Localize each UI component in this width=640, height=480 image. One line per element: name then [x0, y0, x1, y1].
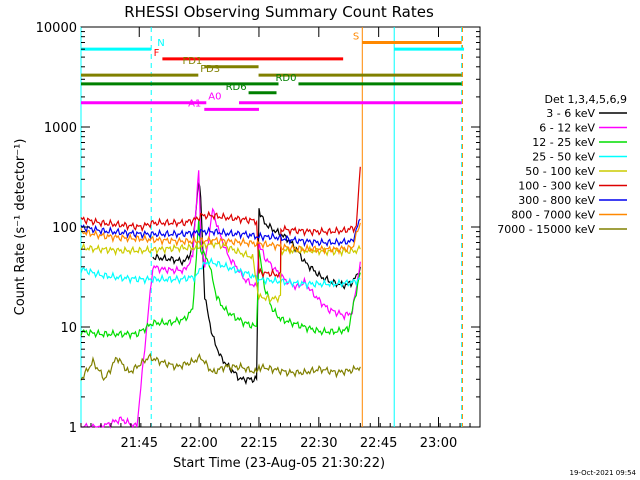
- y-axis: 1 10 100 1000 10000: [36, 21, 480, 436]
- y-axis-label: Count Rate (s⁻¹ detector⁻¹): [13, 139, 28, 316]
- legend-label: 6 - 12 keV: [539, 122, 595, 135]
- series-line: [152, 182, 361, 386]
- x-tick-label: 22:30: [300, 436, 337, 451]
- series-line: [80, 352, 361, 382]
- flag-label: RD0: [275, 73, 296, 84]
- legend-label: 25 - 50 keV: [532, 151, 595, 164]
- series-line: [80, 222, 361, 256]
- series-line: [80, 218, 361, 248]
- legend-label: 7000 - 15000 keV: [497, 223, 595, 236]
- legend-label: 300 - 800 keV: [518, 194, 595, 207]
- flag-label: S: [353, 31, 359, 42]
- y-tick-label: 1000: [44, 121, 77, 136]
- flag-label: RD6: [226, 82, 247, 93]
- flag-label: F: [154, 48, 160, 59]
- series-lines: [80, 166, 361, 429]
- x-axis: 21:45 22:00 22:15 22:30 22:45 23:00: [80, 27, 481, 451]
- x-tick-label: 22:00: [180, 436, 217, 451]
- y-tick-label: 100: [52, 221, 77, 236]
- flag-label: FD1: [182, 56, 202, 67]
- series-line: [80, 219, 361, 341]
- series-line: [80, 257, 361, 291]
- legend-label: 50 - 100 keV: [525, 165, 595, 178]
- x-tick-label: 22:45: [360, 436, 397, 451]
- x-tick-label: 22:15: [240, 436, 277, 451]
- legend-label: 12 - 25 keV: [532, 136, 595, 149]
- legend-title: Det 1,3,4,5,6,9: [544, 93, 627, 106]
- series-line: [80, 166, 361, 279]
- series-line: [80, 239, 361, 304]
- timestamp-footer: 19-Oct-2021 09:54: [570, 469, 637, 477]
- flag-label: A1: [188, 98, 201, 109]
- y-tick-label: 1: [69, 421, 77, 436]
- y-tick-label: 10000: [36, 21, 77, 36]
- legend-label: 3 - 6 keV: [546, 107, 595, 120]
- y-tick-label: 10: [60, 321, 77, 336]
- flag-label: N: [157, 38, 164, 49]
- flag-label: A0: [208, 92, 221, 103]
- legend-label: 100 - 300 keV: [518, 180, 595, 193]
- x-tick-label: 23:00: [420, 436, 457, 451]
- legend-label: 800 - 7000 keV: [511, 209, 595, 222]
- x-tick-label: 21:45: [121, 436, 158, 451]
- flag-label: FD3: [200, 64, 220, 75]
- chart-title: RHESSI Observing Summary Count Rates: [124, 3, 434, 21]
- x-axis-label: Start Time (23-Aug-05 21:30:22): [173, 456, 385, 471]
